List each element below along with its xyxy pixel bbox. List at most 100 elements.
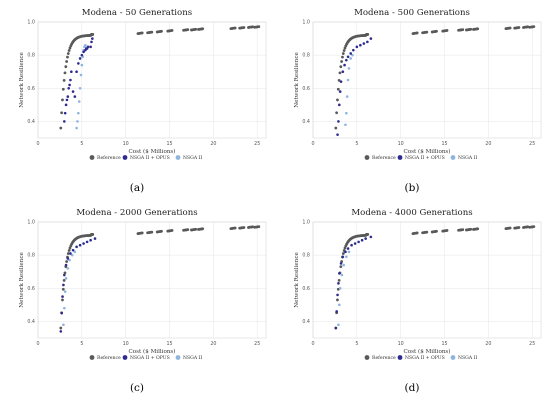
scatter-chart-svg: Modena - 50 Generations 0 5 10 15 20 25 0.4 0.6 0… bbox=[19, 8, 267, 194]
x-tick-label: 0 bbox=[36, 141, 39, 147]
nsga-ii-opus-point bbox=[346, 247, 350, 250]
nsga-ii-point bbox=[342, 263, 345, 267]
nsga-ii-point bbox=[63, 306, 66, 310]
reference-point bbox=[476, 27, 480, 31]
nsga-ii-point bbox=[346, 78, 350, 82]
reference-point bbox=[415, 231, 419, 235]
reference-point bbox=[170, 229, 174, 232]
reference-point bbox=[435, 29, 438, 33]
nsga-ii-opus-point bbox=[65, 98, 69, 102]
nsga-ii-point bbox=[68, 258, 71, 262]
nsga-ii-point bbox=[338, 286, 342, 290]
nsga-ii-opus-point bbox=[89, 238, 92, 242]
y-tick-label: 0.4 bbox=[27, 119, 35, 125]
x-tick-label: 10 bbox=[123, 141, 129, 147]
nsga-ii-opus-point bbox=[337, 282, 340, 285]
nsga-ii-opus-point bbox=[61, 295, 64, 298]
y-tick-label: 1.0 bbox=[302, 20, 310, 26]
reference-point bbox=[194, 27, 198, 31]
nsga-ii-point bbox=[73, 250, 77, 254]
reference-point bbox=[66, 52, 70, 55]
x-tick-label: 10 bbox=[398, 141, 404, 147]
nsga-ii-opus-point bbox=[344, 250, 347, 254]
nsga-ii-opus-point bbox=[352, 48, 355, 52]
nsga-ii-opus-point bbox=[68, 83, 71, 87]
x-axis-label: Cost ($ Millions) bbox=[404, 148, 451, 155]
nsga-ii-opus-point bbox=[63, 273, 66, 277]
reference-point bbox=[150, 30, 154, 34]
y-tick-label: 0.6 bbox=[302, 286, 310, 292]
nsga-ii-opus-point bbox=[63, 120, 66, 123]
nsga-ii-opus-point bbox=[93, 237, 97, 240]
reference-point bbox=[341, 252, 345, 255]
legend-label: Reference bbox=[97, 355, 121, 361]
reference-point bbox=[476, 227, 480, 231]
panel-caption: (b) bbox=[405, 182, 420, 194]
reference-point bbox=[201, 227, 205, 231]
reference-point bbox=[61, 98, 64, 102]
nsga-ii-opus-point bbox=[369, 235, 373, 239]
nsga-ii-opus-point bbox=[353, 242, 357, 245]
reference-point bbox=[91, 233, 95, 236]
reference-point bbox=[242, 26, 246, 29]
reference-point bbox=[194, 227, 198, 231]
x-tick-label: 15 bbox=[441, 341, 447, 347]
scatter-chart-svg: Modena - 500 Generations 0 5 10 15 20 25 0.4 0.6… bbox=[294, 8, 542, 194]
reference-point bbox=[337, 278, 341, 282]
plot-frame bbox=[312, 221, 542, 339]
reference-point bbox=[532, 25, 536, 29]
nsga-ii-opus-point bbox=[66, 95, 70, 98]
legend-marker bbox=[175, 355, 181, 360]
y-tick-label: 0.4 bbox=[302, 119, 310, 125]
nsga-ii-opus-point bbox=[338, 103, 341, 107]
legend-marker bbox=[122, 355, 128, 360]
nsga-ii-point bbox=[337, 323, 340, 327]
nsga-ii-opus-point bbox=[349, 52, 353, 55]
reference-point bbox=[335, 111, 339, 115]
chart-title: Modena - 4000 Generations bbox=[351, 208, 472, 218]
nsga-ii-opus-point bbox=[71, 248, 75, 252]
nsga-ii-opus-point bbox=[364, 237, 367, 240]
reference-point bbox=[201, 27, 205, 31]
reference-point bbox=[517, 226, 521, 229]
nsga-ii-opus-point bbox=[355, 45, 359, 49]
reference-point bbox=[233, 226, 237, 230]
nsga-ii-opus-point bbox=[62, 283, 65, 287]
y-tick-label: 0.8 bbox=[302, 53, 310, 59]
x-tick-label: 5 bbox=[355, 341, 358, 347]
legend-label: NSGA II bbox=[183, 155, 202, 161]
nsga-ii-opus-point bbox=[77, 62, 80, 65]
nsga-ii-point bbox=[70, 253, 74, 257]
legend-marker bbox=[89, 355, 95, 360]
nsga-ii-opus-point bbox=[335, 310, 338, 313]
legend-marker bbox=[450, 155, 456, 160]
nsga-ii-opus-point bbox=[338, 272, 341, 275]
nsga-ii-point bbox=[77, 100, 81, 103]
y-axis-label: Network Resilience bbox=[294, 52, 300, 108]
reference-point bbox=[140, 31, 144, 35]
panel-d: Modena - 4000 Generations 0 5 10 15 20 25 0.4 0.… bbox=[275, 200, 550, 400]
y-tick-label: 1.0 bbox=[302, 220, 310, 226]
reference-point bbox=[343, 246, 347, 250]
reference-point bbox=[170, 29, 174, 32]
nsga-ii-point bbox=[345, 255, 348, 259]
nsga-ii-point bbox=[340, 273, 344, 277]
legend-marker bbox=[397, 355, 403, 360]
legend-label: NSGA II bbox=[458, 355, 477, 361]
chart-title: Modena - 500 Generations bbox=[354, 8, 470, 18]
reference-point bbox=[461, 228, 465, 232]
reference-point bbox=[366, 233, 370, 236]
reference-point bbox=[61, 287, 65, 291]
reference-point bbox=[65, 60, 69, 63]
nsga-ii-opus-point bbox=[78, 57, 82, 60]
nsga-ii-point bbox=[75, 126, 78, 130]
scatter-chart-svg: Modena - 2000 Generations 0 5 10 15 20 25 0.4 0.… bbox=[19, 208, 267, 394]
x-tick-label: 20 bbox=[485, 141, 491, 147]
reference-point bbox=[160, 29, 163, 33]
reference-point bbox=[140, 231, 144, 235]
legend-marker bbox=[450, 355, 456, 360]
reference-point bbox=[65, 260, 69, 263]
nsga-ii-point bbox=[63, 290, 67, 293]
nsga-ii-opus-point bbox=[336, 293, 339, 297]
reference-point bbox=[339, 65, 343, 69]
